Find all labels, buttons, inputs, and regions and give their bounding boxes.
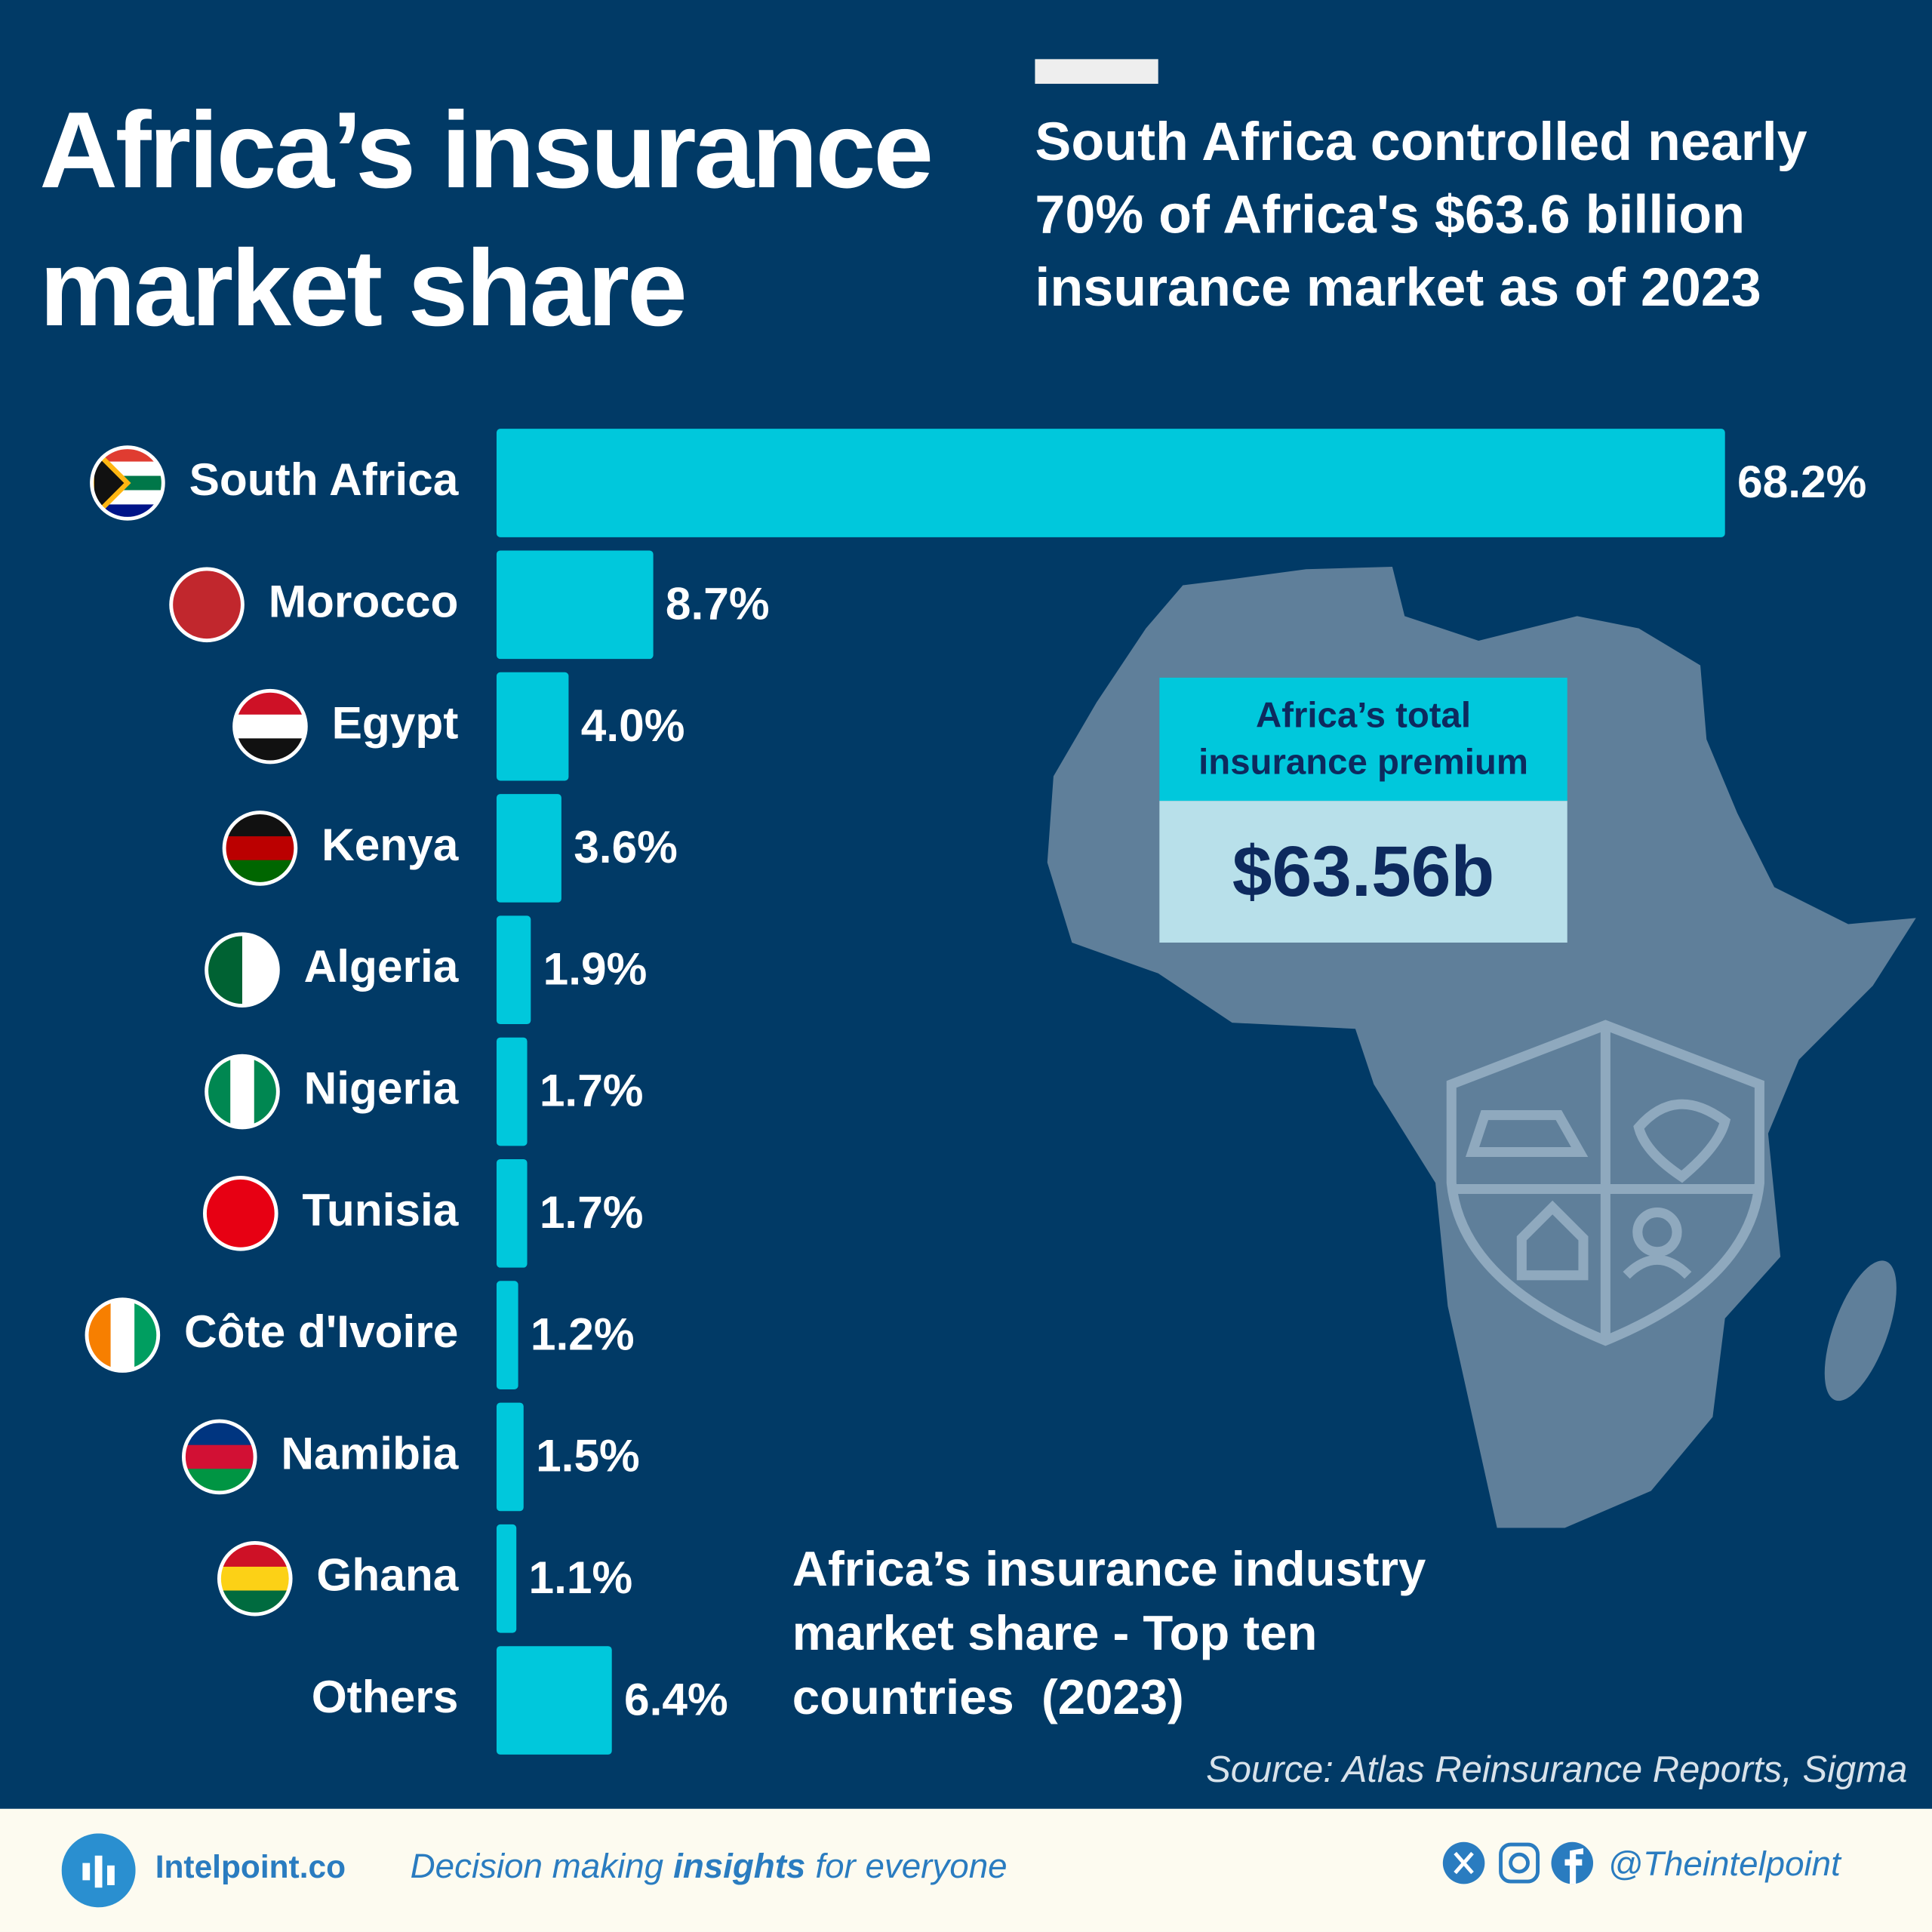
decor-bar [1035, 59, 1158, 85]
bar [496, 672, 569, 781]
bar [496, 1646, 612, 1755]
category-label: Kenya [321, 819, 459, 870]
category-label: Namibia [281, 1427, 458, 1478]
bar [496, 1037, 528, 1146]
tagline-bold: insights [673, 1847, 806, 1885]
value-label: 3.6% [574, 821, 678, 872]
flag-ring [181, 1419, 257, 1495]
category-label: Nigeria [304, 1062, 459, 1113]
category-label: Others [312, 1671, 459, 1722]
flag-ring [205, 932, 280, 1008]
category-label: Algeria [304, 940, 459, 992]
flag-stripe [219, 1566, 291, 1592]
bar [496, 915, 531, 1025]
flag [171, 568, 243, 641]
tagline-text: for everyone [815, 1847, 1008, 1885]
shield-icon [1446, 1020, 1764, 1346]
callout-label: Africa’s total insurance premium [1159, 677, 1567, 801]
flag-stripe [183, 1444, 256, 1470]
bar [496, 794, 561, 903]
value-label: 1.1% [529, 1552, 633, 1603]
bar [496, 1281, 518, 1389]
flag-ring [85, 1297, 161, 1373]
bar [496, 550, 654, 660]
flag [205, 1177, 277, 1250]
social-handle: @Theintelpoint [1607, 1844, 1841, 1883]
bar [496, 429, 1725, 537]
value-label: 1.7% [540, 1065, 644, 1116]
bar [496, 1158, 528, 1268]
flag-ring [217, 1540, 293, 1617]
flag-ring [232, 688, 308, 764]
flag-stripe [205, 1177, 277, 1250]
callout-value: $63.56b [1159, 801, 1567, 943]
category-label: Ghana [316, 1549, 458, 1601]
subtitle: South Africa controlled nearly 70% of Af… [1035, 112, 1807, 318]
social-icons [1442, 1841, 1594, 1884]
category-label: Côte d'Ivoire [184, 1306, 458, 1357]
category-label: Tunisia [302, 1184, 458, 1235]
flag-stripe [230, 1056, 255, 1128]
bar [496, 1524, 517, 1633]
value-label: 8.7% [666, 578, 770, 629]
title: Africa’s insurance market share [39, 88, 934, 349]
tagline: Decision making insights for everyone [411, 1847, 1008, 1886]
category-label: Egypt [332, 697, 459, 749]
brand: Intelpoint.co [155, 1847, 346, 1885]
flag-ring [222, 811, 298, 886]
value-label: 1.9% [543, 943, 648, 994]
bar [496, 1402, 524, 1512]
category-label: Morocco [269, 575, 459, 626]
value-label: 6.4% [624, 1673, 728, 1724]
chart-caption: Africa’s insurance industry market share… [792, 1543, 1440, 1725]
flag-ring [202, 1176, 278, 1251]
flag-stripe [206, 934, 243, 1006]
value-label: 1.5% [536, 1430, 640, 1481]
flag-stripe [171, 568, 243, 641]
flag-ring [169, 567, 245, 643]
value-label: 4.0% [581, 700, 685, 751]
flag-ring [205, 1054, 280, 1130]
value-label: 1.7% [540, 1186, 644, 1238]
footer: Intelpoint.co Decision making insights for… [0, 1808, 1932, 1932]
source: Source: Atlas Reinsurance Reports, Sigma [1206, 1749, 1908, 1791]
flag-stripe [234, 714, 306, 740]
category-label: South Africa [189, 454, 459, 505]
flag-stripe [110, 1299, 135, 1371]
flag-stripe [242, 934, 278, 1006]
flag-stripe [224, 836, 296, 861]
flag-ring [90, 445, 165, 521]
value-label: 68.2% [1737, 456, 1866, 507]
value-label: 1.2% [531, 1308, 635, 1359]
tagline-text: Decision making [410, 1847, 664, 1885]
logo [61, 1833, 136, 1908]
